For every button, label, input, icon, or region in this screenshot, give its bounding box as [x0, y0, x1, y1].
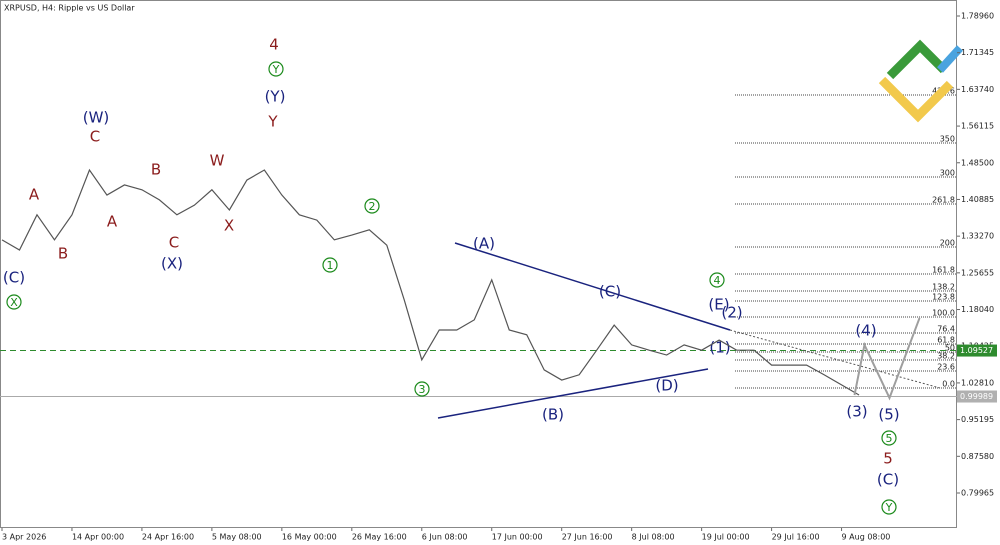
fib-label: 76.4: [937, 324, 955, 333]
wave-circle: [414, 381, 430, 397]
fib-label: 300: [940, 168, 955, 177]
chart-title: XRPUSD, H4: Ripple vs US Dollar: [4, 4, 135, 13]
current-price-box: [957, 344, 997, 357]
x-tick-label: 26 May 16:00: [352, 533, 407, 542]
wave-label: 4: [269, 36, 279, 54]
wave-circle: [322, 257, 338, 273]
wave-label: W: [210, 152, 225, 170]
wave-circle: [364, 198, 380, 214]
wave-label: B: [58, 245, 68, 263]
wave-label: Y: [885, 501, 893, 514]
y-tick-label: 1.33270: [961, 232, 994, 241]
wave-label: 3: [419, 383, 426, 396]
wave-label: (B): [542, 406, 564, 424]
wave-label: (5): [878, 406, 899, 424]
bid-price-label: 0.99989: [960, 392, 993, 401]
wave-label: (D): [655, 377, 678, 395]
wave-circle: [709, 272, 725, 288]
wave-label: (C): [3, 269, 25, 287]
x-tick-label: 19 Jul 00:00: [702, 533, 750, 542]
wave-label: B: [151, 161, 161, 179]
x-tick-label: 8 Jul 08:00: [632, 533, 675, 542]
wave-label: C: [169, 234, 179, 252]
wave-labels: 4 Y C A B W A B C X 5 (W) (Y) (X) (C) (A…: [3, 36, 900, 515]
y-tick-label: 1.71345: [961, 48, 994, 57]
y-tick-label: 1.48500: [961, 158, 994, 167]
x-tick-label: 17 Jun 00:00: [492, 533, 543, 542]
fib-label: 100.0: [932, 309, 955, 318]
wave-label: (A): [473, 235, 495, 253]
fib-label: 123.8: [932, 293, 955, 302]
bid-price-box: [957, 390, 997, 403]
wave-label: (Y): [265, 88, 286, 106]
x-tick-label: 27 Jun 16:00: [562, 533, 613, 542]
price-line: [1, 168, 860, 396]
x-tick-label: 29 Jul 16:00: [772, 533, 820, 542]
fib-label: 50: [945, 343, 955, 352]
x-tick-label: 6 Jun 08:00: [422, 533, 468, 542]
logo: [878, 39, 963, 123]
wave-label: (C): [599, 283, 621, 301]
fib-label: 161.8: [932, 266, 955, 275]
wave-circle: [881, 430, 897, 446]
wave-label: Y: [272, 63, 280, 76]
y-tick-label: 0.87580: [961, 452, 994, 461]
wave-label: 1: [327, 259, 334, 272]
y-tick-label: 1.63740: [961, 85, 994, 94]
wave-label: 4: [714, 274, 721, 287]
y-tick-label: 1.40885: [961, 195, 994, 204]
wave-label: A: [107, 213, 118, 231]
current-price-label: 1.09527: [960, 346, 993, 355]
y-tick-label: 0.95195: [961, 415, 994, 424]
x-tick-label: 9 Aug 08:00: [842, 533, 891, 542]
wave-label: (C): [877, 471, 899, 489]
y-tick-label: 1.56115: [961, 122, 994, 131]
wave-circle: [881, 499, 897, 515]
x-tick-label: 3 Apr 2026: [2, 533, 46, 542]
wave-circle: [6, 294, 22, 310]
y-tick-label: 1.18040: [961, 305, 994, 314]
price-line: [853, 317, 921, 401]
trendline: [454, 242, 731, 331]
fib-label: 0.0: [942, 380, 955, 389]
x-tick-label: 24 Apr 16:00: [142, 533, 194, 542]
x-tick-label: 14 Apr 00:00: [72, 533, 124, 542]
fib-label: 138.2: [932, 282, 955, 291]
wave-label: Y: [267, 113, 278, 131]
fib-label: 261.8: [932, 196, 955, 205]
x-tick-label: 16 May 00:00: [282, 533, 337, 542]
wave-label: X: [10, 296, 18, 309]
wave-label: (E): [708, 296, 729, 314]
wave-label: (W): [83, 109, 110, 127]
fib-label: 200: [940, 238, 955, 247]
y-tick-label: 1.25655: [961, 268, 994, 277]
trendline: [437, 368, 709, 419]
wave-label: (X): [161, 255, 183, 273]
trendline-extension: [729, 329, 941, 389]
wave-label: 2: [369, 200, 376, 213]
wave-label: 5: [883, 450, 893, 468]
wave-circle: [268, 61, 284, 77]
fib-label: 350: [940, 135, 955, 144]
wave-label: A: [29, 186, 40, 204]
wave-label: X: [224, 217, 234, 235]
fib-label: 23.6: [937, 363, 955, 372]
y-tick-label: 0.79965: [961, 488, 994, 497]
wave-label: (3): [846, 403, 867, 421]
x-tick-label: 5 May 08:00: [212, 533, 262, 542]
plot-frame: [0, 0, 957, 528]
wave-label: (2): [721, 304, 742, 322]
fib-label: 61.8: [937, 335, 955, 344]
y-tick-label: 1.02810: [961, 378, 994, 387]
y-tick-label: 1.78960: [961, 11, 994, 20]
wave-label: (4): [855, 322, 876, 340]
wave-label: C: [90, 128, 100, 146]
wave-label: 5: [886, 432, 893, 445]
fib-label: 38.2: [937, 351, 955, 360]
